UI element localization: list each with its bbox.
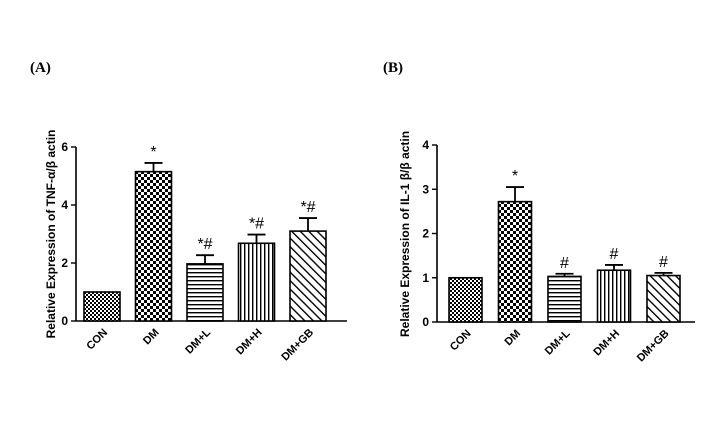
significance-label: * <box>512 168 518 185</box>
x-tick-label: DM <box>503 328 524 349</box>
x-tick-label: DM+L <box>183 326 213 356</box>
bar-con <box>448 276 483 323</box>
bars-a: CON * DM *# DM+L *# DM+H *# DM+GB <box>83 144 327 364</box>
y-axis-title-b: Relative Expression of IL-1 β/β actin <box>398 131 412 337</box>
significance-label: *# <box>300 199 315 216</box>
bars-b: CON * DM # DM+L # DM+H # DM+GB <box>448 168 681 365</box>
bar-con <box>83 291 121 322</box>
y-tick-label: 2 <box>422 227 429 241</box>
bar-dm <box>497 200 533 323</box>
x-tick-label: DM+L <box>543 327 573 357</box>
y-tick-label: 4 <box>61 198 68 212</box>
bar-dm-gb <box>646 274 681 323</box>
y-axis-title-a: Relative Expression of TNF-α/β actin <box>44 130 58 339</box>
x-tick-label: DM+GB <box>635 328 672 365</box>
bar-dm-h <box>237 242 276 322</box>
y-tick-label: 1 <box>422 271 429 285</box>
significance-label: # <box>560 255 569 272</box>
x-tick-label: DM+H <box>591 328 622 359</box>
chart-b: (B) Relative Expression of IL-1 β/β acti… <box>383 60 695 364</box>
significance-label: # <box>610 246 619 263</box>
y-tick-label: 0 <box>422 315 429 329</box>
bar-dm <box>134 170 173 322</box>
significance-label: # <box>659 254 668 271</box>
x-tick-label: CON <box>84 327 110 353</box>
panel-label-a: (A) <box>30 60 51 76</box>
bar-dm-l <box>547 275 582 323</box>
bar-dm-h <box>596 269 632 323</box>
x-tick-label: CON <box>448 328 474 354</box>
y-tick-label: 2 <box>61 256 68 270</box>
y-tick-label: 4 <box>422 138 429 152</box>
bar-dm-gb <box>289 230 327 322</box>
y-tick-label: 0 <box>61 314 68 328</box>
y-tick-label: 3 <box>422 182 429 196</box>
significance-label: *# <box>249 216 264 233</box>
x-tick-label: DM+GB <box>279 327 316 364</box>
y-tick-label: 6 <box>61 140 68 154</box>
significance-label: *# <box>197 236 212 253</box>
significance-label: * <box>150 144 156 161</box>
bar-dm-l <box>186 263 224 322</box>
x-tick-label: DM+H <box>234 327 265 358</box>
x-tick-label: DM <box>141 327 162 348</box>
panel-label-b: (B) <box>383 60 403 76</box>
chart-a: (A) Relative Expression of TNF-α/β actin… <box>30 60 347 363</box>
